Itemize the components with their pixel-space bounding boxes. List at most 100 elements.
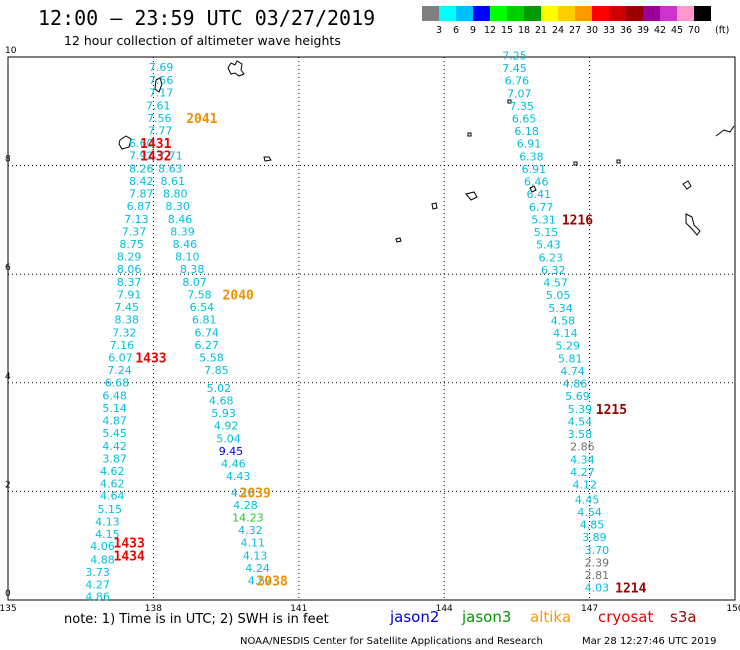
wave-height-value: 8.42 bbox=[129, 175, 154, 188]
legend-item-jason2: jason2 bbox=[390, 608, 440, 626]
pass-label: 1434 bbox=[114, 549, 145, 564]
island-outline bbox=[154, 77, 163, 93]
color-swatch bbox=[626, 6, 643, 21]
wave-height-value: 7.85 bbox=[204, 364, 229, 377]
wave-height-value: 5.14 bbox=[102, 402, 127, 415]
wave-height-value: 7.71 bbox=[158, 149, 183, 162]
wave-height-value: 8.75 bbox=[119, 238, 144, 251]
wave-height-value: 6.81 bbox=[192, 313, 217, 326]
color-swatch bbox=[473, 6, 490, 21]
wave-height-value: 2.39 bbox=[585, 557, 610, 570]
x-tick-label: 147 bbox=[581, 604, 598, 614]
color-scale-label: 6 bbox=[452, 25, 460, 36]
color-scale-label: 30 bbox=[585, 25, 599, 36]
island-outline bbox=[685, 213, 701, 236]
legend-item-jason3: jason3 bbox=[462, 608, 512, 626]
wave-height-value: 5.29 bbox=[556, 339, 581, 352]
wave-height-value: 4.45 bbox=[575, 494, 600, 507]
wave-height-value: 7.56 bbox=[149, 74, 174, 87]
wave-height-value: 3.89 bbox=[582, 531, 607, 544]
wave-height-value: 5.81 bbox=[558, 352, 583, 365]
color-swatch bbox=[677, 6, 694, 21]
wave-height-value: 2.86 bbox=[570, 440, 595, 453]
wave-height-value: 4.13 bbox=[95, 515, 120, 528]
wave-height-value: 4.86 bbox=[85, 591, 110, 604]
wave-height-value: 7.07 bbox=[507, 87, 532, 100]
pass-label: 2041 bbox=[186, 112, 217, 127]
footer-credit: NOAA/NESDIS Center for Satellite Applica… bbox=[240, 636, 543, 647]
wave-height-value: 8.46 bbox=[168, 213, 193, 226]
island-outline bbox=[227, 60, 245, 77]
color-swatch bbox=[524, 6, 541, 21]
wave-height-value: 6.91 bbox=[522, 163, 547, 176]
wave-height-value: 5.39 bbox=[568, 403, 593, 416]
wave-height-value: 6.38 bbox=[519, 150, 544, 163]
pass-label: 2040 bbox=[223, 288, 254, 303]
wave-height-value: 8.39 bbox=[170, 225, 195, 238]
wave-height-value: 8.46 bbox=[173, 238, 198, 251]
wave-height-value: 4.24 bbox=[245, 562, 270, 575]
wave-height-value: 4.43 bbox=[226, 470, 251, 483]
wave-height-value: 4.58 bbox=[551, 314, 576, 327]
wave-height-value: 5.45 bbox=[102, 427, 127, 440]
wave-height-value: 7.61 bbox=[146, 99, 171, 112]
color-swatch bbox=[660, 6, 677, 21]
wave-height-value: 4.88 bbox=[90, 553, 115, 566]
wave-height-value: 8.26 bbox=[129, 162, 154, 175]
wave-height-value: 6.23 bbox=[539, 251, 564, 264]
y-tick-label: 4 bbox=[5, 372, 11, 382]
color-scale-label: 36 bbox=[619, 25, 633, 36]
wave-height-value: 4.27 bbox=[570, 466, 595, 479]
wave-height-value: 5.04 bbox=[216, 433, 241, 446]
color-swatch bbox=[456, 6, 473, 21]
color-swatch bbox=[592, 6, 609, 21]
x-tick-label: 138 bbox=[145, 604, 162, 614]
wave-height-value: 4.32 bbox=[238, 524, 263, 537]
footer-timestamp: Mar 28 12:27:46 UTC 2019 bbox=[582, 636, 717, 647]
wave-height-value: 7.25 bbox=[502, 49, 527, 62]
legend-item-cryosat: cryosat bbox=[598, 608, 654, 626]
wave-height-value: 2.81 bbox=[585, 569, 610, 582]
color-scale-label: 24 bbox=[551, 25, 565, 36]
page-subtitle: 12 hour collection of altimeter wave hei… bbox=[64, 33, 341, 48]
wave-height-value: 7.16 bbox=[110, 339, 135, 352]
wave-height-value: 7.13 bbox=[124, 213, 149, 226]
wave-height-value: 5.31 bbox=[531, 213, 556, 226]
x-tick-label: 135 bbox=[0, 604, 17, 614]
wave-height-value: 4.74 bbox=[560, 365, 585, 378]
y-tick-label: 10 bbox=[5, 46, 17, 56]
island-outline bbox=[529, 185, 537, 193]
wave-height-value: 5.58 bbox=[199, 351, 224, 364]
wave-height-value: 5.15 bbox=[98, 503, 123, 516]
wave-height-value: 6.60 bbox=[129, 137, 154, 150]
wave-height-value: 7.17 bbox=[149, 86, 174, 99]
pass-label: 2039 bbox=[240, 486, 271, 501]
island-outline bbox=[573, 161, 578, 166]
wave-height-value: 7.37 bbox=[122, 225, 147, 238]
wave-height-value: 4.68 bbox=[209, 395, 234, 408]
wave-height-value: 14.23 bbox=[232, 511, 264, 524]
wave-height-value: 8.80 bbox=[163, 187, 188, 200]
y-tick-label: 2 bbox=[5, 480, 11, 490]
wave-height-value: 3.73 bbox=[85, 566, 110, 579]
legend-item-altika: altika bbox=[530, 608, 572, 626]
wave-height-value: 6.87 bbox=[127, 200, 152, 213]
wave-height-value: 4.85 bbox=[580, 519, 605, 532]
wave-height-value: 6.41 bbox=[526, 188, 551, 201]
wave-height-value: 7.24 bbox=[107, 364, 132, 377]
island-outline bbox=[507, 99, 512, 104]
island-outline bbox=[682, 180, 692, 190]
wave-height-value: 8.37 bbox=[117, 276, 142, 289]
color-swatch bbox=[609, 6, 626, 21]
color-scale-label: 9 bbox=[469, 25, 477, 36]
y-tick-label: 6 bbox=[5, 263, 11, 273]
wave-height-value: 3.87 bbox=[102, 452, 127, 465]
wave-height-value: 6.27 bbox=[194, 339, 219, 352]
wave-height-value: 7.92 bbox=[129, 149, 154, 162]
color-scale-label: 18 bbox=[517, 25, 531, 36]
wave-height-value: 6.48 bbox=[102, 389, 127, 402]
y-tick-label: 8 bbox=[5, 155, 11, 165]
wave-height-value: 4.92 bbox=[214, 420, 239, 433]
island-outline bbox=[715, 125, 735, 137]
